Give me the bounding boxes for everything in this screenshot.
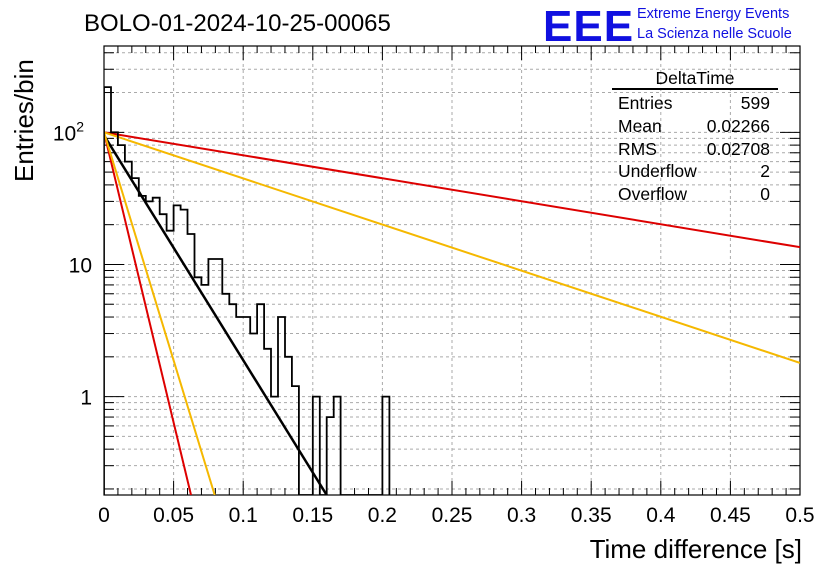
histogram bbox=[104, 86, 391, 495]
logo-line-1: Extreme Energy Events bbox=[637, 6, 790, 22]
y-tick-label: 10 bbox=[69, 254, 92, 277]
y-tick-label: 1 bbox=[80, 387, 92, 410]
stats-label: Overflow bbox=[618, 184, 688, 205]
x-tick-label: 0.25 bbox=[432, 504, 473, 527]
fit-curve-3 bbox=[104, 131, 800, 364]
chart-title: BOLO-01-2024-10-25-00065 bbox=[84, 10, 391, 37]
stats-row-mean: Mean 0.02266 bbox=[612, 115, 778, 138]
stats-row-rms: RMS 0.02708 bbox=[612, 138, 778, 161]
x-tick-label: 0.1 bbox=[229, 504, 258, 527]
stats-value: 0 bbox=[760, 184, 770, 205]
fit-curve-1 bbox=[104, 131, 800, 249]
x-tick-label: 0.3 bbox=[507, 504, 536, 527]
x-tick-label: 0 bbox=[98, 504, 110, 527]
eee-logo-mark: EEE bbox=[543, 2, 635, 51]
x-tick-label: 0.05 bbox=[153, 504, 194, 527]
stats-label: RMS bbox=[618, 138, 657, 159]
y-tick-label: 102 bbox=[53, 118, 84, 145]
fit-curve-0 bbox=[104, 134, 328, 495]
x-axis-label: Time difference [s] bbox=[589, 534, 802, 564]
eee-logo-text: Extreme Energy Events La Scienza nelle S… bbox=[637, 4, 792, 44]
stats-label: Mean bbox=[618, 115, 662, 136]
stats-row-overflow: Overflow 0 bbox=[612, 183, 778, 206]
stats-value: 2 bbox=[760, 161, 770, 182]
x-tick-label: 0.5 bbox=[785, 504, 814, 527]
logo-line-2: La Scienza nelle Scuole bbox=[637, 26, 792, 42]
stats-row-entries: Entries 599 bbox=[612, 92, 778, 115]
stats-box-name: DeltaTime bbox=[612, 68, 778, 90]
x-tick-label: 0.4 bbox=[646, 504, 676, 527]
stats-value: 0.02266 bbox=[706, 115, 770, 136]
y-axis-label: Entries/bin bbox=[9, 59, 39, 182]
stats-value: 599 bbox=[740, 93, 770, 113]
stats-row-underflow: Underflow 2 bbox=[612, 160, 778, 183]
fit-curve-4 bbox=[104, 132, 216, 495]
stats-label: Underflow bbox=[618, 161, 697, 182]
x-tick-label: 0.2 bbox=[368, 504, 397, 527]
x-tick-label: 0.35 bbox=[571, 504, 612, 527]
stats-label: Entries bbox=[618, 93, 673, 113]
x-tick-label: 0.45 bbox=[710, 504, 751, 527]
stats-value: 0.02708 bbox=[706, 138, 770, 159]
stats-box: DeltaTime Entries 599 Mean 0.02266 RMS 0.02… bbox=[612, 68, 778, 206]
fit-curve-2 bbox=[104, 132, 192, 495]
x-tick-label: 0.15 bbox=[292, 504, 333, 527]
